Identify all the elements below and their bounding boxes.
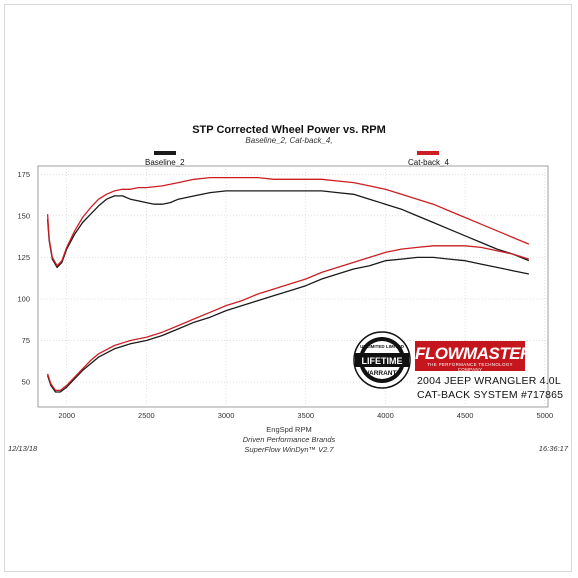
series-line-cat-back-4-power (46, 176, 530, 267)
footer-time: 16:36:17 (538, 444, 568, 453)
plot-frame (37, 165, 549, 408)
chart-title: STP Corrected Wheel Power vs. RPM (192, 124, 386, 136)
brand-name: FLOWMASTER (415, 344, 532, 363)
y-tick-label: 125 (17, 253, 30, 262)
legend-swatch-catback (417, 151, 440, 155)
series-line-cat-back-4-torque (46, 245, 530, 392)
x-tick-label: 4000 (377, 411, 394, 420)
brand-tagline: THE PERFORMANCE TECHNOLOGY COMPANY (427, 362, 513, 372)
x-tick-label: 3000 (218, 411, 235, 420)
flowmaster-logo: FLOWMASTER THE PERFORMANCE TECHNOLOGY CO… (415, 341, 532, 372)
series-line-baseline-2-power (46, 190, 530, 269)
legend-label-baseline: Baseline_2 (145, 158, 185, 167)
y-tick-label: 75 (22, 336, 30, 345)
image-frame (4, 4, 572, 572)
legend-swatch-baseline (153, 151, 176, 155)
seal-sub-text: WARRANTY (363, 370, 401, 377)
y-tick-label: 50 (22, 378, 30, 387)
legend-item-baseline: Baseline_2 (145, 151, 185, 167)
footer-software: SuperFlow WinDyn™ V2.7 (244, 445, 334, 454)
x-tick-label: 2000 (58, 411, 75, 420)
legend-label-catback: Cat-back_4 (408, 158, 449, 167)
legend-item-catback: Cat-back_4 (408, 151, 449, 167)
chart-subtitle: Baseline_2, Cat-back_4, (245, 136, 333, 145)
x-tick-label: 3500 (297, 411, 314, 420)
product-system: CAT-BACK SYSTEM #717865 (417, 389, 564, 401)
seal-main-text: LIFETIME (362, 356, 403, 366)
y-tick-label: 150 (17, 211, 30, 220)
seal-top-text: UNLIMITED LIMITED (360, 344, 404, 349)
x-tick-label: 4500 (457, 411, 474, 420)
x-tick-label: 2500 (138, 411, 155, 420)
y-tick-label: 175 (17, 170, 30, 179)
x-axis-label: EngSpd RPM (266, 425, 312, 434)
product-name: 2004 JEEP WRANGLER 4.0L (417, 375, 561, 387)
series-line-baseline-2-torque (46, 256, 530, 393)
footer-date: 12/13/18 (8, 444, 38, 453)
y-tick-label: 100 (17, 294, 30, 303)
footer-company: Driven Performance Brands (242, 435, 336, 444)
x-tick-label: 5000 (536, 411, 553, 420)
lifetime-warranty-seal: UNLIMITED LIMITED LIFETIME WARRANTY (353, 331, 411, 389)
